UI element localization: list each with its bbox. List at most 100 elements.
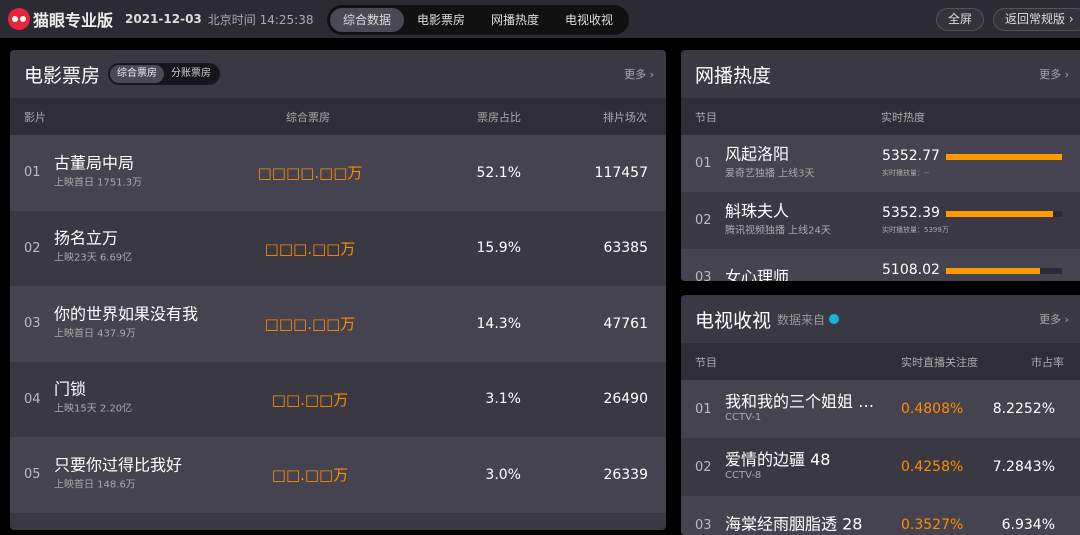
col-film: 影片 — [24, 110, 46, 124]
box-office-value: □□□.□□万 — [264, 239, 356, 258]
web-heat-panel: 网播热度 更多 › 节目 实时热度 01 风起洛阳 爱奇艺独播 上线3天 5352.7… — [681, 50, 1080, 281]
table-row[interactable]: 01 我和我的三个姐姐 … CCTV-1 0.4808% 8.2252% — [681, 380, 1080, 438]
nav-tabs: 综合数据 电影票房 网播热度 电视收视 — [327, 5, 630, 35]
share-value: 3.0% — [485, 466, 521, 483]
table-row[interactable]: 05 只要你过得比我好 上映首日 148.6万 □□.□□万 3.0% 26339 — [10, 437, 666, 513]
tab-overview[interactable]: 综合数据 — [330, 8, 405, 32]
attention-value: 0.3527% — [901, 517, 964, 533]
panel-header: 电视收视 数据来自 更多 › — [681, 295, 1080, 343]
subtitle: 腾讯视频独播 上线24天 — [725, 225, 831, 237]
name-cell: 我和我的三个姐姐 … CCTV-1 — [725, 388, 874, 423]
name-cell: 女心理师 — [725, 263, 789, 281]
col-heat: 实时热度 — [881, 110, 925, 124]
more-link[interactable]: 更多 › — [624, 68, 654, 81]
rank: 01 — [24, 165, 41, 181]
movie-box-office-panel: 电影票房 综合票房 分账票房 更多 › 影片 综合票房 票房占比 排片场次 01… — [10, 50, 666, 530]
beijing-time: 北京时间 14:25:38 — [207, 12, 314, 27]
subtitle: 爱奇艺独播 上线3天 — [725, 168, 815, 180]
table-row[interactable]: 03 海棠经雨胭脂透 28 0.3527% 6.934% — [681, 496, 1080, 535]
cat-logo-icon — [8, 8, 30, 30]
panel-header: 网播热度 更多 › — [681, 50, 1080, 98]
data-source-label: 数据来自 — [777, 312, 826, 327]
tab-tv-ratings[interactable]: 电视收视 — [565, 13, 614, 27]
tab-box-office[interactable]: 电影票房 — [417, 13, 466, 27]
rank: 02 — [24, 240, 41, 256]
heat-bar — [946, 268, 1062, 274]
rank: 02 — [695, 213, 712, 228]
col-market-share: 市占率 — [1031, 355, 1064, 369]
market-share-value: 6.934% — [1001, 517, 1055, 533]
subtitle: CCTV-1 — [725, 412, 762, 423]
table-row[interactable]: 01 风起洛阳 爱奇艺独播 上线3天 5352.77 实时播放量：-- — [681, 135, 1080, 192]
heat-bar-fill — [946, 154, 1062, 160]
col-shows: 排片场次 — [603, 110, 647, 124]
panel-header: 电影票房 综合票房 分账票房 更多 › — [10, 50, 666, 98]
subtitle: 上映23天 6.69亿 — [54, 252, 133, 264]
box-office-type-toggle: 综合票房 分账票房 — [108, 63, 221, 85]
brand-logo: 猫眼专业版 — [8, 7, 113, 31]
name-cell: 风起洛阳爱奇艺独播 上线3天 — [725, 140, 815, 179]
title: 门锁 — [54, 379, 87, 399]
heat-bar-fill — [946, 268, 1040, 274]
name-cell: 只要你过得比我好 上映首日 148.6万 — [54, 451, 182, 490]
shows-value: 117457 — [594, 164, 648, 181]
share-value: 14.3% — [476, 315, 521, 332]
back-to-classic-button[interactable]: 返回常规版 › — [993, 8, 1080, 31]
date: 2021-12-03 — [125, 12, 202, 26]
tv-ratings-panel: 电视收视 数据来自 更多 › 节目 实时直播关注度 市占率 01 我和我的三个姐姐… — [681, 295, 1080, 535]
title: 风起洛阳 — [725, 144, 790, 164]
box-office-value: □□.□□万 — [271, 390, 349, 409]
col-program: 节目 — [695, 110, 717, 124]
shows-value: 26339 — [603, 466, 648, 483]
table-header: 节目 实时直播关注度 市占率 — [681, 343, 1080, 380]
market-share-value: 7.2843% — [992, 459, 1055, 475]
fullscreen-button[interactable]: 全屏 — [936, 8, 985, 31]
seg-combined[interactable]: 综合票房 — [110, 65, 165, 83]
table-header: 影片 综合票房 票房占比 排片场次 — [10, 98, 666, 135]
plays-value: 实时播放量：5399万 — [882, 226, 949, 234]
table-row[interactable]: 03 你的世界如果没有我 上映首日 437.9万 □□□.□□万 14.3% 47761 — [10, 286, 666, 362]
col-program: 节目 — [695, 355, 717, 369]
col-box: 综合票房 — [286, 110, 330, 124]
data-source-logo-icon — [829, 314, 840, 324]
rank: 03 — [24, 316, 41, 332]
table-header: 节目 实时热度 — [681, 98, 1080, 135]
rank: 03 — [695, 517, 712, 533]
share-value: 15.9% — [476, 240, 521, 257]
rank: 01 — [695, 156, 712, 171]
name-cell: 斛珠夫人 腾讯视频独播 上线24天 — [725, 197, 831, 236]
table-row[interactable]: 04 门锁 上映15天 2.20亿 □□.□□万 3.1% 26490 — [10, 361, 666, 437]
heat-bar-fill — [946, 211, 1053, 217]
table-row[interactable]: 02 爱情的边疆 48 CCTV-8 0.4258% 7.2843% — [681, 438, 1080, 496]
attention-value: 0.4258% — [901, 459, 964, 475]
brand-name: 猫眼专业版 — [33, 11, 114, 30]
subtitle: 上映首日 1751.3万 — [54, 177, 143, 189]
shows-value: 26490 — [603, 391, 648, 408]
share-value: 52.1% — [476, 164, 521, 181]
rank: 03 — [695, 270, 712, 281]
col-share: 票房占比 — [477, 110, 521, 124]
seg-split[interactable]: 分账票房 — [171, 68, 212, 79]
col-attention: 实时直播关注度 — [901, 355, 978, 369]
table-row[interactable]: 02 斛珠夫人 腾讯视频独播 上线24天 5352.39 实时播放量：5399万 — [681, 192, 1080, 249]
title: 你的世界如果没有我 — [54, 304, 199, 324]
heat-value: 5108.02 — [882, 262, 940, 278]
heat-value: 5352.39 — [882, 205, 940, 221]
rank: 04 — [24, 391, 41, 407]
shows-value: 63385 — [603, 240, 648, 257]
subtitle: CCTV-8 — [725, 470, 762, 481]
subtitle: 上映首日 437.9万 — [54, 328, 136, 340]
table-row[interactable]: 03 女心理师 5108.02 — [681, 249, 1080, 281]
more-link[interactable]: 更多 › — [1039, 313, 1069, 326]
heat-bar — [946, 154, 1062, 160]
title: 扬名立万 — [54, 228, 119, 248]
name-cell: 海棠经雨胭脂透 28 — [725, 511, 862, 535]
name-cell: 爱情的边疆 48 CCTV-8 — [725, 446, 830, 481]
table-row[interactable]: 02 扬名立万上映23天 6.69亿 □□□.□□万 15.9% 63385 — [10, 210, 666, 286]
title: 古董局中局 — [54, 153, 135, 173]
table-row[interactable]: 01 古董局中局 上映首日 1751.3万 □□□□.□□万 52.1% 117457 — [10, 135, 666, 211]
more-link[interactable]: 更多 › — [1039, 68, 1069, 81]
top-bar: 猫眼专业版 2021-12-03 北京时间 14:25:38 综合数据 电影票房… — [0, 0, 1080, 38]
tab-web-heat[interactable]: 网播热度 — [491, 13, 540, 27]
panel-title: 网播热度 — [695, 64, 772, 87]
